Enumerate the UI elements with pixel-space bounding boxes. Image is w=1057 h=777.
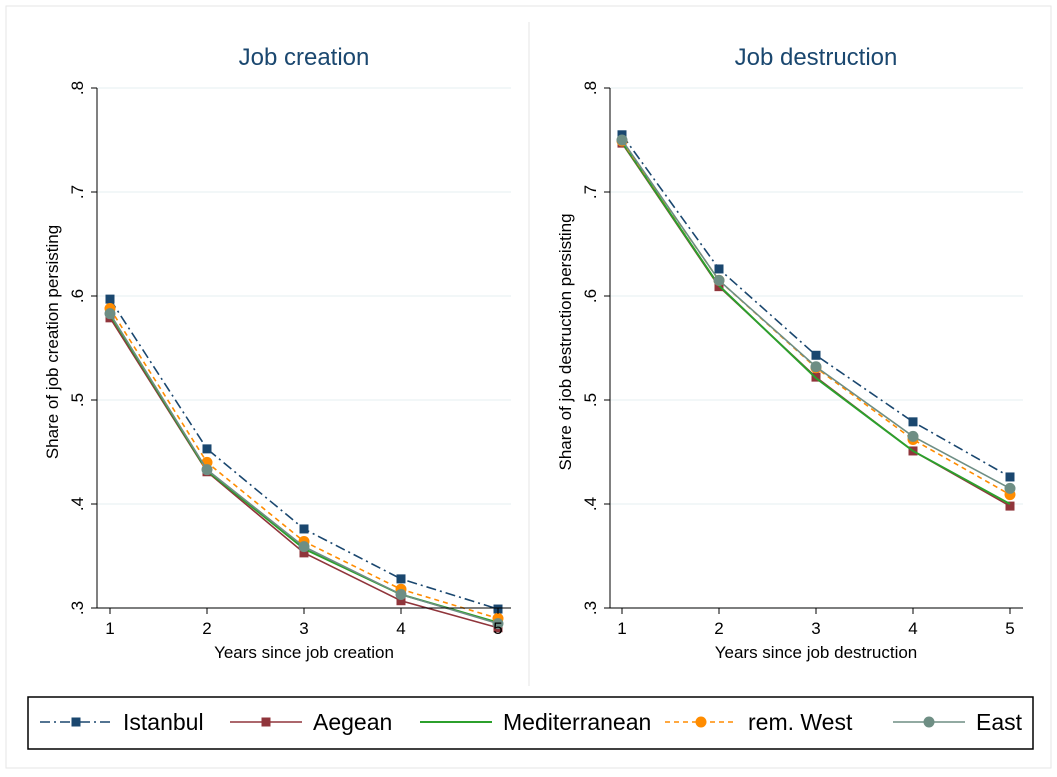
legend-label: rem. West — [748, 709, 853, 735]
y-tick-label: .3 — [581, 601, 600, 615]
y-tick-label: .7 — [581, 185, 600, 199]
data-point — [396, 596, 406, 606]
panel-job-creation: Job creation .3 .4 .5 .6 .7 .8 1 2 3 4 5 Years sin… — [43, 44, 511, 662]
y-tick-label: .4 — [68, 497, 87, 511]
data-point — [810, 361, 822, 373]
y-axis-label: Share of job creation persisting — [43, 225, 62, 459]
y-tick-label: .5 — [581, 393, 600, 407]
data-point — [1004, 482, 1016, 494]
data-point — [201, 464, 213, 476]
x-axis-label: Years since job creation — [214, 643, 394, 662]
legend-entry-istanbul: Istanbul — [40, 709, 204, 735]
data-point — [202, 444, 212, 454]
x-tick-label: 4 — [908, 619, 917, 638]
data-point — [299, 548, 309, 558]
panel-title: Job creation — [239, 44, 370, 71]
data-point — [395, 588, 407, 600]
x-tick-label: 2 — [714, 619, 723, 638]
data-point — [299, 524, 309, 534]
legend-marker — [695, 716, 707, 728]
x-tick-label: 5 — [1005, 619, 1014, 638]
data-point — [105, 294, 115, 304]
legend-marker — [923, 716, 935, 728]
legend-entry-east: East — [893, 709, 1023, 735]
x-tick-label: 3 — [299, 619, 308, 638]
data-point — [908, 417, 918, 427]
panel-job-destruction: Job destruction .3 .4 .5 .6 .7 .8 1 2 3 4 5 Years … — [556, 44, 1023, 662]
y-tick-label: .8 — [68, 81, 87, 95]
legend-entry-aegean: Aegean — [230, 709, 392, 735]
series-marks — [104, 294, 504, 633]
x-tick-label: 1 — [105, 619, 114, 638]
legend-entry-mediterranean: Mediterranean — [420, 709, 651, 735]
data-point — [104, 308, 116, 320]
x-axis-label: Years since job destruction — [715, 643, 918, 662]
legend-items: Istanbul Aegean Mediterranean rem. West East — [40, 709, 1023, 735]
data-point — [492, 618, 504, 630]
y-axis-label: Share of job destruction persisting — [556, 213, 575, 470]
data-point — [298, 541, 310, 553]
data-point — [907, 430, 919, 442]
series-east — [104, 308, 504, 630]
x-tick-label: 3 — [811, 619, 820, 638]
data-point — [713, 274, 725, 286]
legend-label: Mediterranean — [503, 709, 651, 735]
y-tick-label: .8 — [581, 81, 600, 95]
legend-label: East — [976, 709, 1023, 735]
axes: .3 .4 .5 .6 .7 .8 1 2 3 4 5 — [581, 81, 1023, 638]
data-point — [1005, 501, 1015, 511]
y-tick-label: .3 — [68, 601, 87, 615]
legend-marker — [71, 717, 81, 727]
x-tick-label: 4 — [396, 619, 405, 638]
y-tick-label: .6 — [581, 289, 600, 303]
x-tick-label: 2 — [202, 619, 211, 638]
legend: Istanbul Aegean Mediterranean rem. West East — [27, 696, 1034, 750]
axes: .3 .4 .5 .6 .7 .8 1 2 3 4 5 — [68, 81, 511, 638]
y-tick-label: .5 — [68, 393, 87, 407]
data-point — [1005, 472, 1015, 482]
series-mediterranean — [621, 141, 1011, 505]
panel-title: Job destruction — [735, 44, 898, 71]
series-line — [621, 141, 1011, 505]
legend-label: Istanbul — [123, 709, 204, 735]
data-point — [396, 574, 406, 584]
y-tick-label: .6 — [68, 289, 87, 303]
legend-marker — [261, 717, 271, 727]
y-tick-label: .4 — [581, 497, 600, 511]
series-marks — [616, 130, 1016, 511]
legend-entry-rem-west: rem. West — [665, 709, 853, 735]
figure-border — [5, 5, 1052, 769]
data-point — [811, 350, 821, 360]
series-east — [616, 134, 1016, 494]
legend-label: Aegean — [313, 709, 392, 735]
x-tick-label: 5 — [493, 619, 502, 638]
data-point — [714, 264, 724, 274]
legend-box — [27, 696, 1034, 750]
y-tick-label: .7 — [68, 185, 87, 199]
x-tick-label: 1 — [617, 619, 626, 638]
data-point — [616, 134, 628, 146]
